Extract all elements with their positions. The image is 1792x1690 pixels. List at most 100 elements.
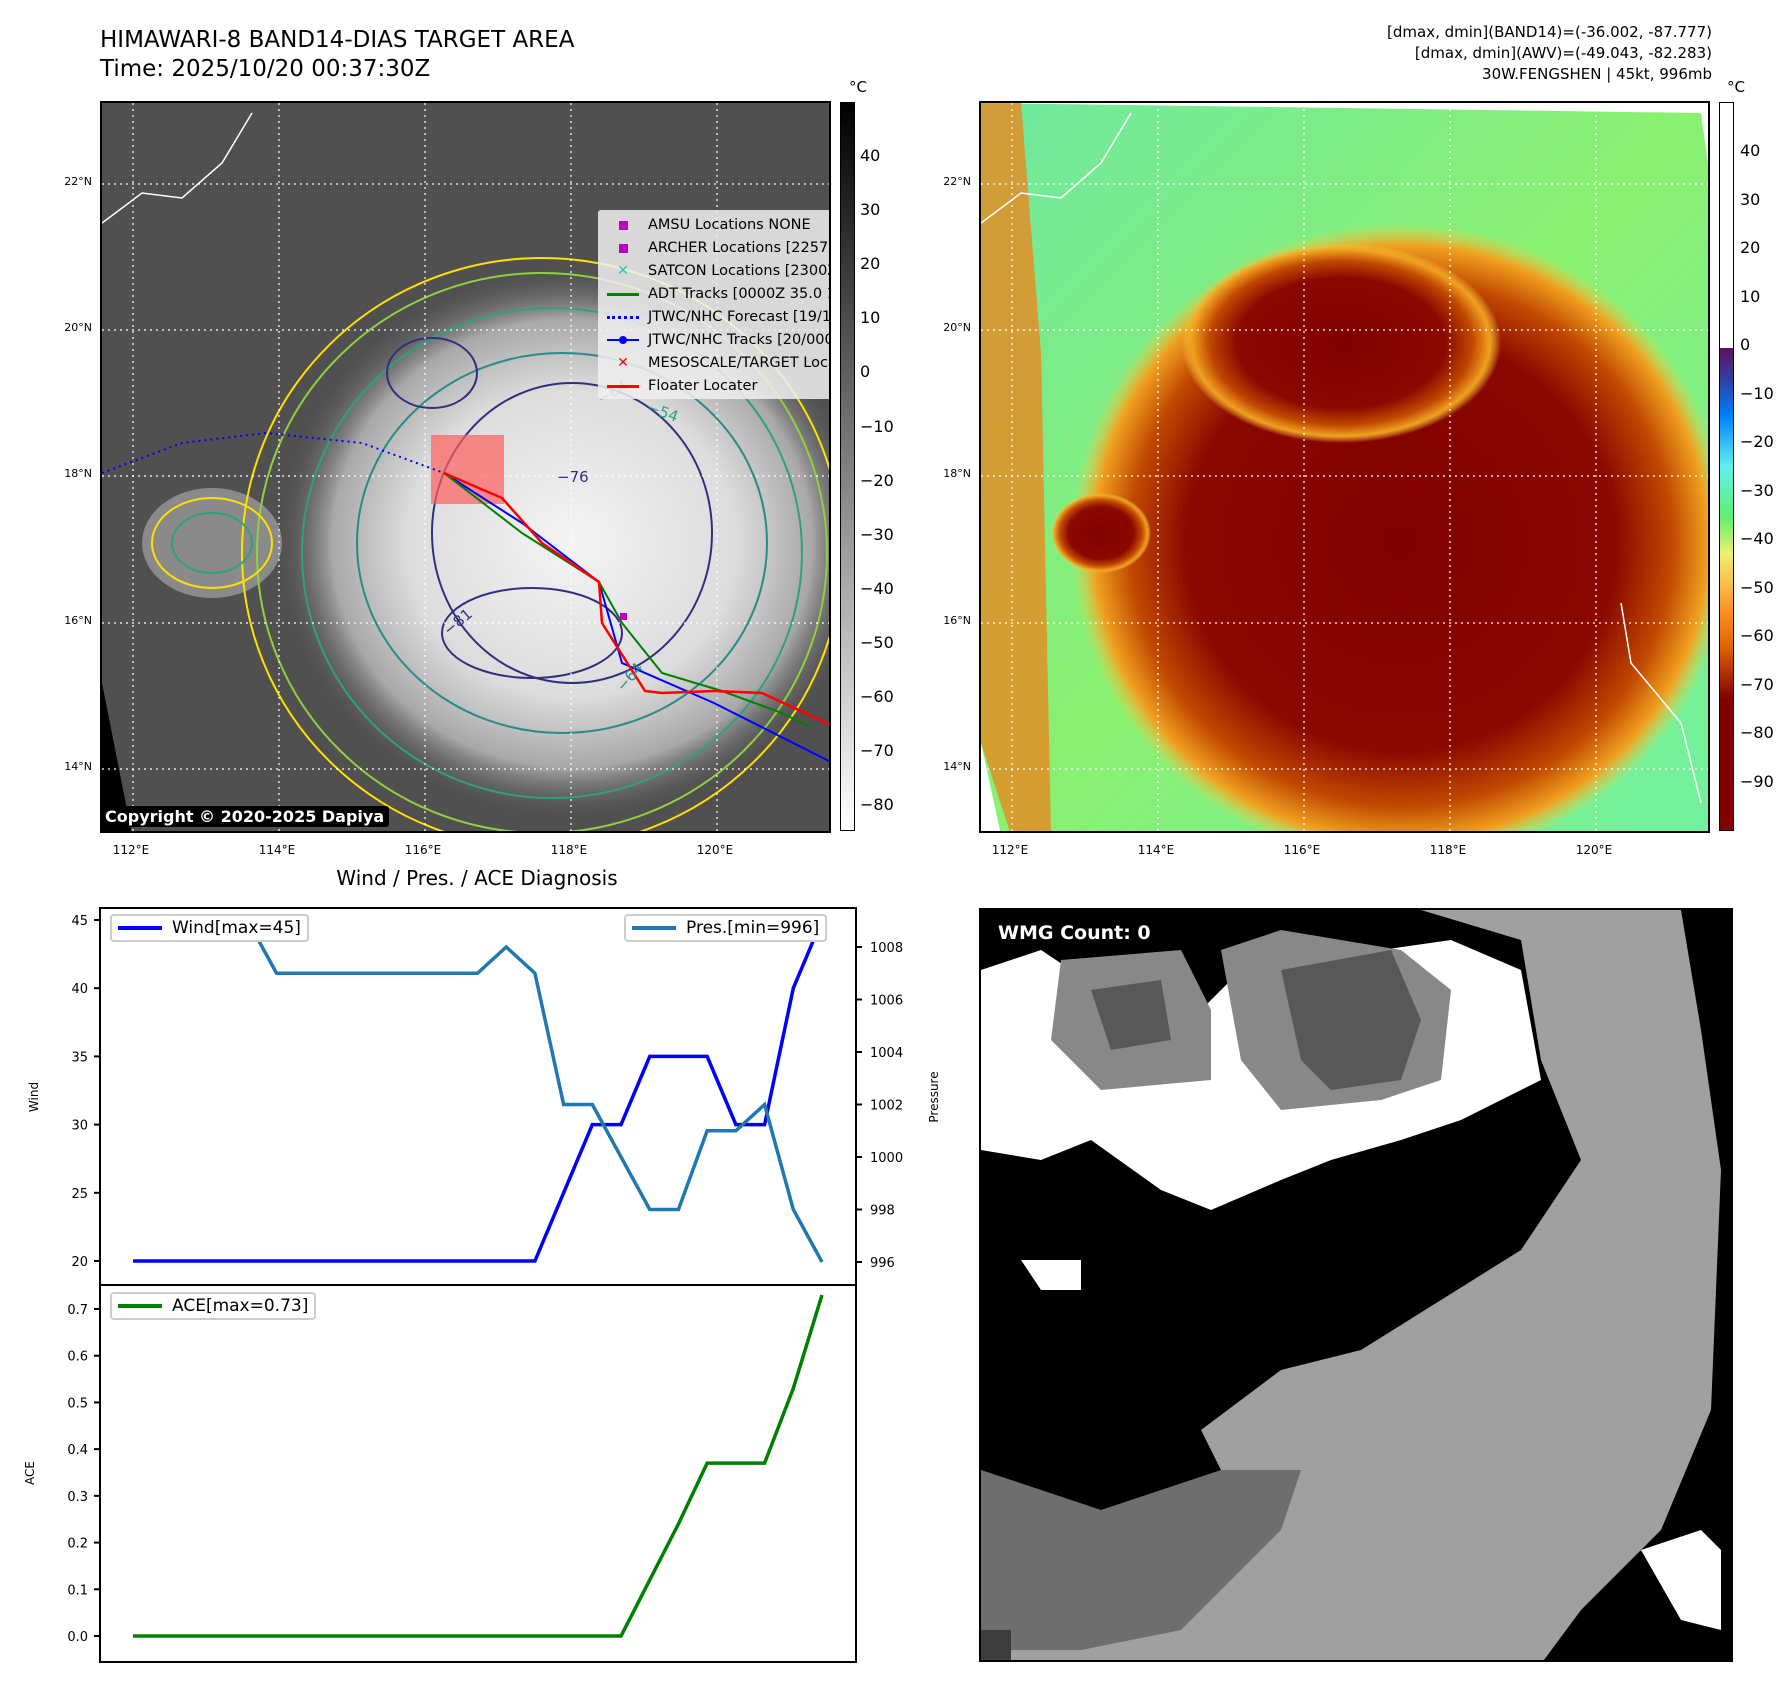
legend-symbol-icon: [598, 220, 648, 230]
wind-axis-tick-label: 30: [71, 1119, 88, 1134]
lon-tick-label: 118°E: [1429, 843, 1467, 857]
colorbar-tick-label: −10: [1740, 383, 1774, 403]
colorbar-tick-label: 0: [860, 362, 871, 382]
pressure-axis-tick-label: 1006: [870, 994, 903, 1009]
map-gridlines: [102, 103, 829, 831]
jtwc-track: [443, 472, 829, 763]
colorbar-tick-label: −30: [860, 524, 894, 544]
lat-tick-label: 22°N: [943, 175, 971, 188]
wind-axis-tick-label: 20: [71, 1255, 88, 1270]
legend-symbol-icon: ✕: [617, 263, 629, 279]
ace-axis-tick-label: 0.3: [67, 1490, 88, 1505]
pressure-axis-tick-label: 1002: [870, 1099, 903, 1114]
colorbar-unit: °C: [1727, 78, 1745, 96]
lat-tick-label: 22°N: [64, 175, 92, 188]
lon-tick-label: 114°E: [1137, 843, 1175, 857]
band14-map: −76 −64 −54 −81 −64 AMSU Locations NONEA…: [100, 101, 831, 833]
colorbar-tick-label: 0: [1740, 335, 1751, 354]
legend-symbol-icon: [598, 384, 648, 388]
wind-line: [133, 919, 824, 1263]
awv-range: [dmax, dmin](AWV)=(-49.043, -82.283): [1414, 44, 1712, 62]
legend-label: AMSU Locations NONE: [648, 217, 811, 233]
ace-axis-tick-label: 0.2: [67, 1537, 88, 1552]
ace-axis-tick-label: 0.4: [67, 1443, 88, 1458]
wind-axis-tick-label: 40: [71, 982, 88, 997]
legend-label: Floater Locater: [648, 378, 758, 394]
lon-tick-label: 120°E: [1575, 843, 1613, 857]
lat-tick-label: 14°N: [943, 760, 971, 773]
legend-symbol-icon: [598, 243, 648, 253]
lat-tick-label: 20°N: [943, 321, 971, 334]
ace-line: [133, 1294, 824, 1638]
lat-tick-label: 16°N: [943, 614, 971, 627]
legend-label: ADT Tracks [0000Z 35.0 1001.6]: [648, 286, 829, 302]
wind-axis-label: Wind: [27, 1082, 41, 1112]
legend-item: JTWC/NHC Tracks [20/0000Z]: [598, 329, 829, 351]
time-line: Time: 2025/10/20 00:37:30Z: [100, 56, 431, 82]
map-gridlines: [981, 103, 1708, 831]
pressure-axis-tick-label: 1000: [870, 1151, 903, 1166]
colorbar-tick-label: −60: [1740, 626, 1774, 645]
wind-pressure-axes: [99, 907, 857, 1286]
legend-label: MESOSCALE/TARGET Location: [648, 355, 829, 371]
awv-colorbar: [1719, 102, 1734, 831]
colorbar-tick-label: 40: [1740, 141, 1761, 160]
legend-label: ACE[max=0.73]: [172, 1296, 309, 1316]
legend-symbol-icon: [598, 336, 648, 344]
colorbar-tick-label: −20: [1740, 432, 1774, 451]
legend-label: SATCON Locations [2300Z 38 999]: [648, 263, 829, 279]
floater-track: [443, 471, 829, 726]
lon-tick-label: 118°E: [550, 843, 588, 857]
lat-tick-label: 18°N: [64, 467, 92, 480]
colorbar-tick-label: −30: [1740, 480, 1774, 500]
ace-axis-tick-label: 0.7: [67, 1303, 88, 1318]
ace-legend: ACE[max=0.73]: [110, 1292, 317, 1320]
pressure-legend: Pres.[min=996]: [624, 914, 828, 942]
legend-label: JTWC/NHC Forecast [19/1800Z]: [648, 309, 831, 325]
colorbar-tick-label: −80: [1740, 723, 1774, 742]
lat-tick-label: 16°N: [64, 614, 92, 627]
legend-item: ✕ MESOSCALE/TARGET Location: [598, 352, 829, 374]
pressure-line: [133, 919, 824, 1263]
ace-axis-tick-label: 0.0: [67, 1630, 88, 1645]
colorbar-tick-label: −60: [860, 687, 894, 706]
wind-axis-tick-label: 25: [71, 1187, 88, 1202]
colorbar-tick-label: 20: [860, 254, 881, 274]
awv-imagery: [981, 103, 1708, 831]
colorbar-tick-label: −40: [1740, 529, 1774, 548]
lon-tick-label: 116°E: [404, 843, 442, 857]
colorbar-tick-label: −70: [860, 741, 894, 761]
figure-title: HIMAWARI-8 BAND14-DIAS TARGET AREA Time: …: [100, 26, 574, 84]
legend-item: AMSU Locations NONE: [598, 214, 811, 236]
band14-colorbar: [840, 102, 855, 831]
colorbar-tick-label: −70: [1740, 674, 1774, 694]
lon-tick-label: 120°E: [696, 843, 734, 857]
legend-label: JTWC/NHC Tracks [20/0000Z]: [648, 332, 829, 348]
ace-axis-tick-label: 0.5: [67, 1396, 88, 1411]
pressure-axis-tick-label: 998: [870, 1204, 895, 1219]
legend-item: ADT Tracks [0000Z 35.0 1001.6]: [598, 283, 829, 305]
colorbar-tick-label: 10: [860, 308, 881, 328]
legend-swatch: [118, 1304, 162, 1308]
lat-tick-label: 14°N: [64, 760, 92, 773]
colorbar-tick-label: −90: [1740, 771, 1774, 791]
lon-tick-label: 112°E: [991, 843, 1029, 857]
colorbar-unit: °C: [849, 78, 867, 96]
colorbar-tick-label: 20: [1740, 238, 1761, 257]
colorbar-tick-label: 10: [1740, 286, 1761, 306]
legend-label: Pres.[min=996]: [686, 918, 820, 938]
legend-symbol-icon: ✕: [617, 355, 629, 371]
legend-swatch: [632, 926, 676, 930]
legend-symbol-icon: [598, 292, 648, 296]
wind-axis-tick-label: 35: [71, 1050, 88, 1065]
stats-text: [dmax, dmin](BAND14)=(-36.002, -87.777) …: [1387, 22, 1712, 85]
legend-swatch: [118, 926, 162, 930]
pressure-axis-tick-label: 996: [870, 1256, 895, 1271]
legend-item: ✕ SATCON Locations [2300Z 38 999]: [598, 260, 829, 282]
legend-label: ARCHER Locations [2257Z]: [648, 240, 831, 256]
colorbar-tick-label: 30: [1740, 189, 1761, 209]
wind-legend: Wind[max=45]: [110, 914, 309, 942]
legend-item: JTWC/NHC Forecast [19/1800Z]: [598, 306, 831, 328]
legend-item: ARCHER Locations [2257Z]: [598, 237, 831, 259]
awv-map: [979, 101, 1710, 833]
